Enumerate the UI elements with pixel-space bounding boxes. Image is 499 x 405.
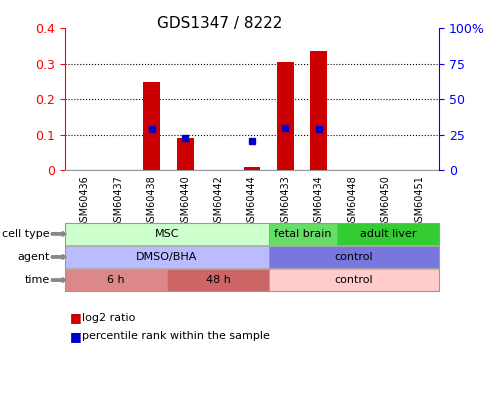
- Bar: [143, 81, 160, 170]
- Bar: [277, 62, 294, 170]
- Text: 48 h: 48 h: [206, 275, 231, 285]
- Text: log2 ratio: log2 ratio: [82, 313, 136, 323]
- Text: 6 h: 6 h: [107, 275, 125, 285]
- Text: control: control: [335, 275, 373, 285]
- Text: DMSO/BHA: DMSO/BHA: [136, 252, 198, 262]
- Text: time: time: [24, 275, 50, 285]
- Text: percentile rank within the sample: percentile rank within the sample: [82, 331, 270, 341]
- Text: control: control: [335, 252, 373, 262]
- Text: fetal brain: fetal brain: [274, 229, 332, 239]
- Bar: [310, 51, 327, 170]
- Text: ■: ■: [70, 311, 82, 324]
- Bar: [177, 138, 194, 170]
- Text: agent: agent: [17, 252, 50, 262]
- Text: adult liver: adult liver: [360, 229, 416, 239]
- Text: GDS1347 / 8222: GDS1347 / 8222: [157, 16, 282, 31]
- Text: ■: ■: [70, 330, 82, 343]
- Text: cell type: cell type: [2, 229, 50, 239]
- Bar: [244, 166, 260, 170]
- Text: MSC: MSC: [155, 229, 179, 239]
